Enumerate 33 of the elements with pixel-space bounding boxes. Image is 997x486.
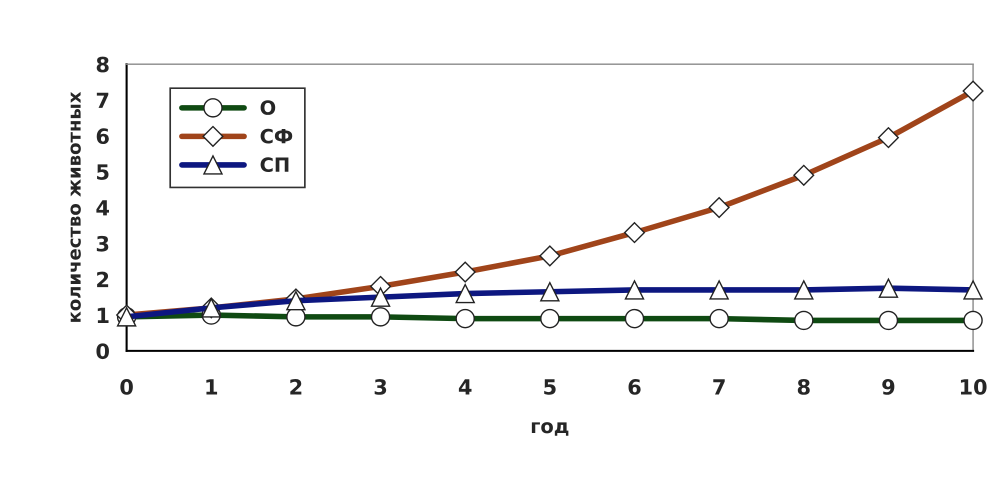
- y-tick-label: 4: [96, 200, 109, 216]
- y-tick-label: 5: [97, 164, 108, 180]
- point: [794, 310, 814, 330]
- x-tick-label: 8: [798, 379, 810, 395]
- x-axis-title: год: [532, 422, 568, 436]
- x-tick-label: 1: [206, 379, 218, 394]
- point: [878, 310, 898, 330]
- x-tick-label: 7: [713, 379, 725, 394]
- x-tick-label: 6: [628, 379, 641, 395]
- legend-label: О: [260, 100, 276, 115]
- point: [370, 307, 390, 327]
- x-tick-label: 4: [458, 379, 472, 394]
- legend-label: СФ: [260, 128, 292, 144]
- y-tick-label: 0: [96, 343, 109, 360]
- y-tick-label: 8: [96, 56, 109, 72]
- x-tick-label: 10: [960, 379, 987, 395]
- x-tick-label: 3: [374, 379, 386, 395]
- y-tick-label: 7: [96, 92, 108, 108]
- point: [624, 308, 644, 328]
- y-tick-label: 1: [98, 308, 109, 323]
- y-tick-label: 2: [97, 272, 108, 288]
- x-tick-label: 0: [120, 379, 133, 395]
- point: [455, 308, 475, 328]
- point: [963, 310, 983, 330]
- x-tick-label: 5: [544, 379, 556, 395]
- legend-label: СП: [260, 157, 288, 172]
- point: [709, 308, 729, 328]
- y-tick-label: 6: [96, 128, 109, 144]
- x-tick-label: 9: [882, 379, 894, 395]
- x-tick-label: 2: [290, 379, 302, 394]
- point: [540, 308, 560, 328]
- y-tick-label: 3: [96, 236, 108, 252]
- y-axis-title: количество животных: [70, 92, 81, 322]
